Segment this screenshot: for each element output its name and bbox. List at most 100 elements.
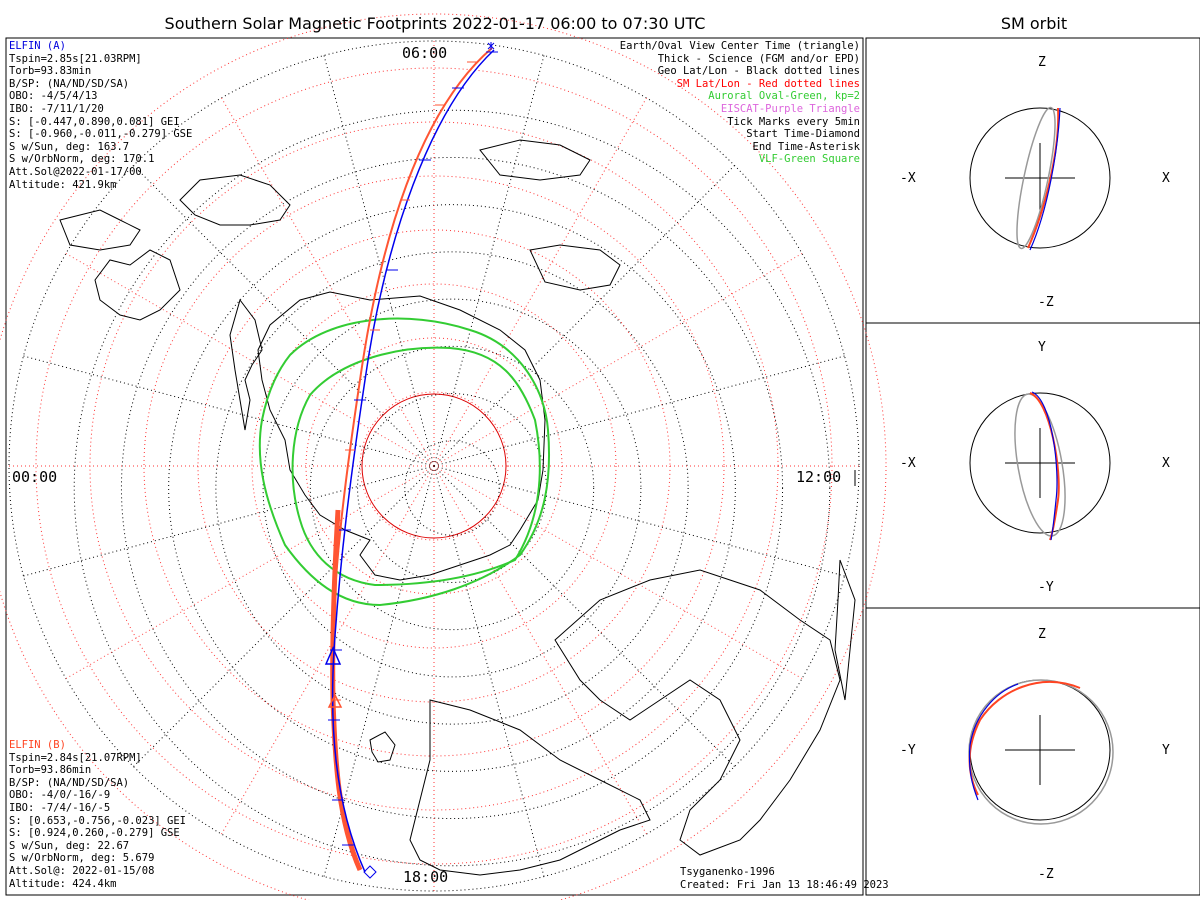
coastline	[179, 174, 291, 226]
orbit-axis-label-top: Y	[1038, 340, 1046, 355]
elfin-a-line: S w/Sun, deg: 163.7	[9, 140, 130, 153]
coastline	[369, 731, 396, 763]
geo-lon-line	[433, 55, 545, 467]
elfin-a-info: ELFIN (A) Tspin=2.85s[21.03RPM] Torb=93.…	[9, 40, 192, 191]
sm-lon-line	[433, 253, 803, 467]
orbit-projection-a	[968, 683, 1019, 801]
coastline	[257, 291, 546, 581]
geo-lat-circle	[215, 251, 689, 725]
elfin-a-line: OBO: -4/5/4/13	[9, 90, 98, 103]
orbit-axis-label-left: -X	[900, 171, 916, 186]
coastline	[59, 209, 141, 251]
sm-orbit-panels: Z -Z -X X Y -Y -X X Z -Z -Y Y	[900, 55, 1170, 882]
coastline	[834, 559, 856, 701]
created-credit: Created: Fri Jan 13 18:46:49 2023	[680, 878, 889, 891]
geo-lat-circle	[168, 204, 736, 772]
geo-lon-line	[433, 465, 845, 577]
geo-lon-line	[23, 465, 435, 577]
orbit-frame	[865, 37, 1200, 896]
geo-lon-line	[323, 465, 435, 877]
plot-title: Southern Solar Magnetic Footprints 2022-…	[164, 14, 706, 33]
legend-item: Geo Lat/Lon - Black dotted lines	[657, 65, 860, 78]
view-center-triangle-b	[327, 693, 343, 708]
legend-item: Thick - Science (FGM and/or EPD)	[657, 52, 860, 65]
map-frame	[5, 37, 864, 896]
geo-lat-circle	[120, 156, 784, 820]
orbit-axis-label-bottom: -Y	[1038, 580, 1054, 595]
sm-lon-line	[433, 97, 647, 467]
geo-lat-circle	[262, 298, 642, 678]
elfin-b-line: Att.Sol@: 2022-01-15/08	[9, 864, 155, 877]
geo-lat-circle	[73, 109, 831, 867]
clock-label-right: 12:00	[796, 468, 842, 486]
coastlines	[59, 139, 856, 876]
clock-label-left: 00:00	[12, 468, 58, 486]
clock-label-bottom: 18:00	[403, 868, 449, 886]
elfin-a-line: S: [-0.960,-0.011,-0.279] GSE	[9, 128, 193, 141]
elfin-b-line: S w/OrbNorm, deg: 5.679	[9, 852, 155, 865]
end-asterisk-a	[487, 42, 495, 50]
sm-lon-line	[221, 97, 435, 467]
sm-lon-line	[65, 253, 435, 467]
geo-lon-line	[133, 465, 435, 767]
sm-lon-line	[433, 465, 647, 835]
elfin-a-line: B/SP: (NA/ND/SD/SA)	[9, 77, 130, 90]
geo-lat-circle	[404, 440, 500, 536]
earth-circle	[969, 392, 1111, 534]
coastline	[94, 249, 181, 321]
elfin-b-name: ELFIN (B)	[9, 739, 66, 751]
start-diamond-a	[363, 865, 377, 879]
sm-lat-circle	[0, 13, 887, 900]
sm-lat-circle	[251, 283, 617, 649]
geo-lon-line	[323, 55, 435, 467]
coastline	[554, 569, 841, 856]
geo-lon-line	[433, 465, 735, 767]
elfin-a-track	[331, 49, 495, 873]
elfin-b-line: IBO: -7/4/-16/-5	[9, 801, 111, 814]
elfin-b-line: Altitude: 424.4km	[9, 877, 117, 890]
legend-item: EISCAT-Purple Triangle	[720, 102, 860, 115]
clock-label-top: 06:00	[402, 44, 448, 62]
elfin-a-line: Tspin=2.85s[21.03RPM]	[9, 52, 142, 65]
orbit-axis-label-right: Y	[1162, 743, 1170, 758]
coastline	[479, 139, 591, 181]
credits: Tsyganenko-1996 Created: Fri Jan 13 18:4…	[680, 866, 889, 891]
orbit-projection-grey	[1016, 106, 1056, 250]
legend-item: Earth/Oval View Center Time (triangle)	[619, 40, 860, 52]
elfin-b-info: ELFIN (B) Tspin=2.84s[21.07RPM] Torb=93.…	[9, 739, 186, 890]
sm-lat-circle	[359, 391, 509, 541]
coastline	[229, 298, 263, 431]
elfin-b-line: Torb=93.86min	[9, 764, 92, 777]
orbit-projection-a	[1029, 107, 1061, 251]
coastline	[529, 244, 621, 291]
orbit-axis-label-top: Z	[1038, 627, 1046, 642]
orbit-axis-label-top: Z	[1038, 55, 1046, 70]
auroral-ovals	[258, 317, 551, 607]
orbit-projection-grey	[1014, 393, 1066, 537]
geo-lon-line	[133, 165, 435, 467]
view-center-triangle-a	[324, 646, 342, 665]
elfin-a-line: S w/OrbNorm, deg: 170.1	[9, 153, 155, 166]
legend-item: Tick Marks every 5min	[727, 115, 860, 128]
sm-lon-line	[221, 465, 435, 835]
footprint-tracks	[324, 42, 498, 879]
orbit-projection-b	[1027, 107, 1060, 249]
elfin-b-line: S: [0.653,-0.756,-0.023] GEI	[9, 814, 187, 827]
elfin-a-line: Torb=93.83min	[9, 65, 92, 78]
legend-item: VLF-Green Square	[758, 153, 860, 166]
auroral-oval-outer	[258, 317, 551, 607]
elfin-a-line: S: [-0.447,0.890,0.081] GEI	[9, 115, 180, 128]
orbit-axis-label-bottom: -Z	[1038, 295, 1054, 310]
geo-lon-line	[433, 165, 735, 467]
earth-circle	[969, 107, 1111, 249]
geo-lon-line	[23, 355, 435, 467]
orbit-axis-label-left: -X	[900, 456, 916, 471]
elfin-b-track	[330, 47, 493, 871]
elfin-a-line: IBO: -7/11/1/20	[9, 102, 104, 115]
orbit-projection-a	[1031, 391, 1058, 541]
auroral-oval-inner	[291, 346, 541, 587]
geo-lat-circle	[309, 345, 595, 631]
sm-lon-line	[65, 465, 435, 679]
coastline	[409, 699, 651, 876]
